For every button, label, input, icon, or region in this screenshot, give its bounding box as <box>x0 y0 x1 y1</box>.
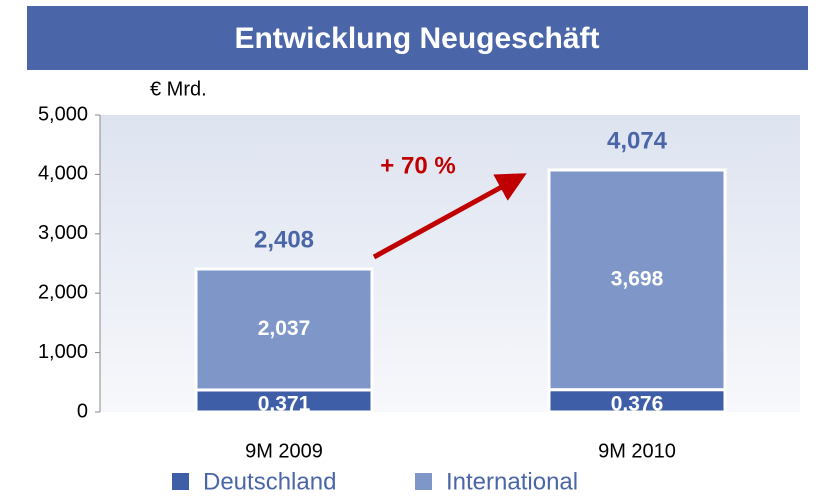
legend-swatch <box>172 473 189 490</box>
growth-arrow <box>372 173 527 260</box>
legend-label: Deutschland <box>203 468 336 495</box>
x-tick-label: 9M 2010 <box>598 440 676 462</box>
x-tick-label: 9M 2009 <box>245 440 323 462</box>
bar-segment <box>194 267 374 392</box>
y-tick-label: 5,000 <box>38 103 88 125</box>
y-tick-label: 4,000 <box>38 163 88 185</box>
chart-title: Entwicklung Neugeschäft <box>234 22 599 55</box>
data-label: 3,698 <box>611 267 664 290</box>
y-tick-label: 0 <box>77 400 88 422</box>
data-label: 2,037 <box>258 317 311 340</box>
y-tick-label: 2,000 <box>38 281 88 303</box>
title-banner <box>27 6 808 70</box>
annotation: + 70 % <box>380 152 455 179</box>
y-tick-label: 1,000 <box>38 341 88 363</box>
legend-swatch <box>415 473 432 490</box>
bar-segment <box>547 168 727 392</box>
legend-label: International <box>446 468 578 495</box>
y-tick-label: 3,000 <box>38 222 88 244</box>
data-label: 0,376 <box>611 392 664 415</box>
total-label: 4,074 <box>607 127 668 154</box>
data-label: 0,371 <box>258 393 311 416</box>
y-unit: € Mrd. <box>150 78 207 100</box>
total-label: 2,408 <box>254 226 314 253</box>
